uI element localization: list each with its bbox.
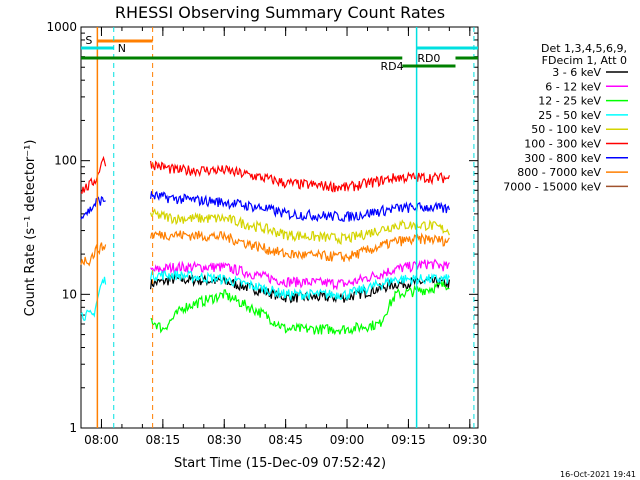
saa-flag-label: S (85, 34, 92, 47)
series-line (150, 258, 450, 291)
plot-frame (80, 26, 479, 429)
x-tick-label: 08:15 (146, 433, 181, 447)
legend-entry-label: 100 - 300 keV (524, 138, 601, 151)
x-tick-label: 09:00 (330, 433, 365, 447)
legend-entry-label: 300 - 800 keV (524, 152, 601, 165)
y-tick-label: 100 (54, 154, 77, 168)
flags-layer: S N RD0 RD4 (81, 27, 478, 428)
x-tick-label: 08:00 (84, 433, 119, 447)
legend-title-line: Det 1,3,4,5,6,9, (541, 42, 627, 55)
axes: 1 10 100 1000 08:00 08:15 08:30 08:45 09:00 09:15… (46, 20, 487, 447)
series-line (80, 155, 450, 195)
series-layer (80, 155, 450, 336)
night-flag-label: N (118, 42, 126, 55)
chart-title: RHESSI Observing Summary Count Rates (115, 3, 445, 22)
legend-entry-label: 800 - 7000 keV (517, 166, 601, 179)
legend-entry-label: 7000 - 15000 keV (503, 180, 601, 193)
legend-entry-label: 3 - 6 keV (552, 66, 601, 79)
legend-entry-label: 6 - 12 keV (545, 80, 601, 93)
x-tick-label: 08:30 (207, 433, 242, 447)
legend: Det 1,3,4,5,6,9,FDecim 1, Att 03 - 6 keV… (503, 42, 628, 193)
series-line (150, 281, 450, 336)
timestamp: 16-Oct-2021 19:41 (560, 470, 636, 479)
series-line (150, 208, 450, 245)
y-tick-label: 1 (69, 421, 77, 435)
x-tick-label: 08:45 (268, 433, 303, 447)
y-axis-label: Count Rate (s⁻¹ detector⁻¹) (23, 140, 38, 317)
legend-title-line: FDecim 1, Att 0 (542, 54, 627, 67)
x-tick-label: 09:15 (391, 433, 426, 447)
legend-entry-label: 25 - 50 keV (538, 109, 601, 122)
y-tick-label: 10 (62, 287, 77, 301)
y-tick-label: 1000 (46, 20, 77, 34)
rd4-flag-label: RD4 (380, 60, 403, 73)
series-line (80, 269, 450, 322)
legend-entry-label: 50 - 100 keV (531, 123, 601, 136)
series-line (80, 191, 450, 223)
series-line (80, 230, 450, 267)
x-axis-label: Start Time (15-Dec-09 07:52:42) (174, 456, 386, 471)
rd0-flag-label: RD0 (417, 52, 440, 65)
x-tick-label: 09:30 (453, 433, 488, 447)
legend-entry-label: 12 - 25 keV (538, 95, 601, 108)
